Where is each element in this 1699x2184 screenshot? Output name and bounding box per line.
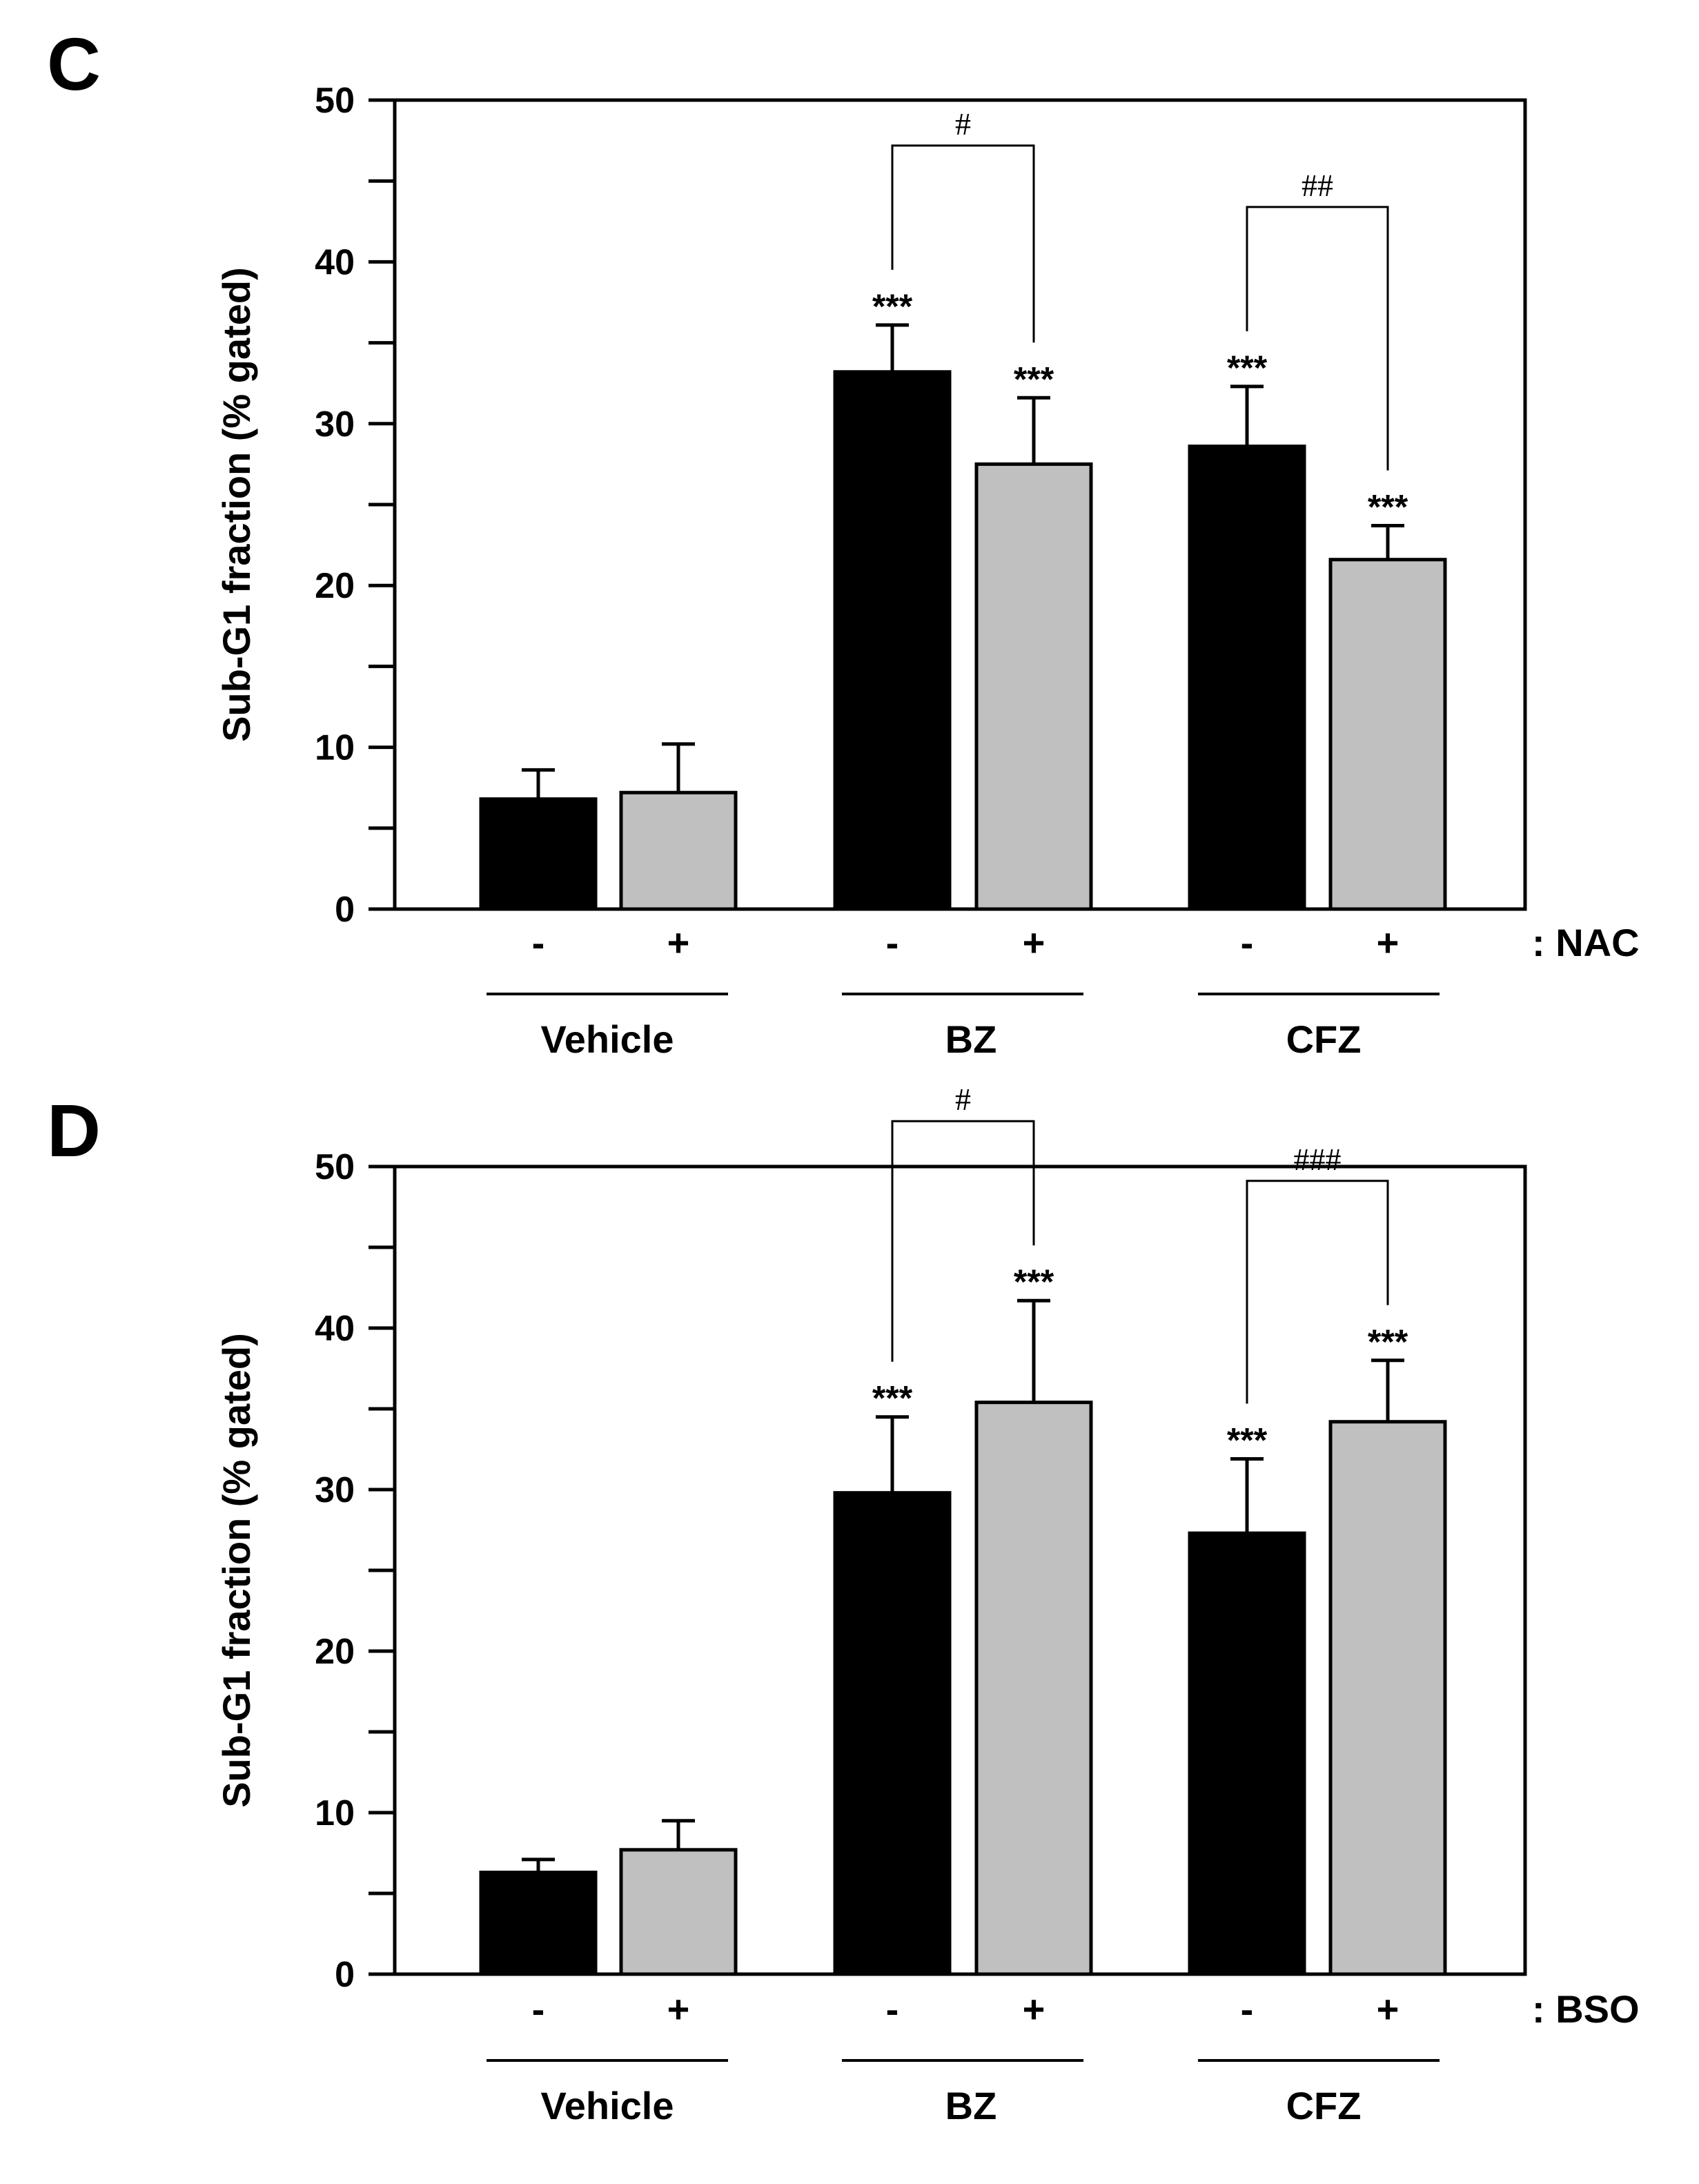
significance-stars: ***: [1368, 487, 1408, 526]
bar-vehicle-plus: [619, 1848, 738, 1976]
bar-cfz-plus: [1328, 1420, 1447, 1976]
bar-bz-plus: [974, 462, 1093, 911]
comparison-bracket: [1246, 206, 1389, 471]
significance-stars: ***: [1014, 360, 1054, 398]
bar-bz-minus: [833, 370, 952, 911]
y-axis-label: Sub-G1 fraction (% gated): [215, 1333, 258, 1808]
bar-vehicle-minus: [479, 1871, 598, 1976]
panel-label: C: [47, 22, 101, 106]
y-tick-label: 50: [315, 1147, 355, 1187]
comparison-bracket: [1246, 1180, 1389, 1404]
treatment-sign: +: [1023, 921, 1045, 964]
bar-bz-minus: [833, 1491, 952, 1976]
treatment-sign: -: [886, 1987, 899, 2031]
treatment-sign: +: [1377, 921, 1400, 964]
bar-cfz-minus: [1188, 445, 1306, 911]
comparison-bracket: [891, 144, 1035, 343]
treatment-sign: -: [1241, 921, 1254, 964]
comparison-label: #: [955, 106, 971, 142]
group-label: BZ: [945, 2084, 997, 2127]
y-tick-label: 10: [315, 1793, 355, 1833]
group-label: CFZ: [1286, 1017, 1362, 1061]
y-tick-label: 40: [315, 1309, 355, 1349]
treatment-sign: +: [1023, 1987, 1045, 2031]
comparison-label: ###: [1294, 1142, 1342, 1177]
bar-cfz-minus: [1188, 1531, 1306, 1976]
y-tick-label: 0: [335, 890, 355, 930]
group-label: Vehicle: [540, 1017, 674, 1061]
y-tick-label: 20: [315, 566, 355, 606]
treatment-sign: +: [667, 921, 690, 964]
panel-c: C 0 10 20 30 40 50 Sub-G1 fraction (% gated) - + V…: [47, 22, 1640, 1061]
treatment-sign: -: [532, 1987, 545, 2031]
y-tick-label: 50: [315, 81, 355, 121]
treatment-sign: -: [886, 921, 899, 964]
treatment-sign: +: [667, 1987, 690, 2031]
comparison-bracket: [891, 1120, 1035, 1362]
group-label: Vehicle: [540, 2084, 674, 2127]
significance-stars: ***: [1368, 1323, 1408, 1361]
bar-vehicle-minus: [479, 797, 598, 911]
y-tick-label: 30: [315, 404, 355, 445]
panel-d: D 0 10 20 30 40 50 Sub-G1 fraction (% gated) - + V…: [47, 1082, 1640, 2127]
treatment-sign: +: [1377, 1987, 1400, 2031]
treatment-label: : BSO: [1532, 1987, 1640, 2031]
y-tick-label: 30: [315, 1470, 355, 1510]
y-axis-label: Sub-G1 fraction (% gated): [215, 267, 258, 742]
panel-label: D: [47, 1089, 101, 1172]
group-label: BZ: [945, 1017, 997, 1061]
comparison-label: #: [955, 1082, 971, 1117]
bar-bz-plus: [974, 1401, 1093, 1976]
significance-stars: ***: [872, 1379, 913, 1418]
y-tick-label: 20: [315, 1632, 355, 1672]
bar-cfz-plus: [1328, 558, 1447, 911]
treatment-sign: -: [532, 921, 545, 964]
significance-stars: ***: [1227, 1421, 1268, 1460]
comparison-label: ##: [1302, 168, 1333, 203]
significance-stars: ***: [872, 287, 913, 326]
group-label: CFZ: [1286, 2084, 1362, 2127]
significance-stars: ***: [1014, 1262, 1054, 1301]
y-tick-label: 10: [315, 728, 355, 768]
y-tick-label: 0: [335, 1955, 355, 1995]
bar-vehicle-plus: [619, 790, 738, 911]
significance-stars: ***: [1227, 349, 1268, 387]
treatment-label: : NAC: [1532, 921, 1640, 964]
treatment-sign: -: [1241, 1987, 1254, 2031]
y-tick-label: 40: [315, 242, 355, 282]
